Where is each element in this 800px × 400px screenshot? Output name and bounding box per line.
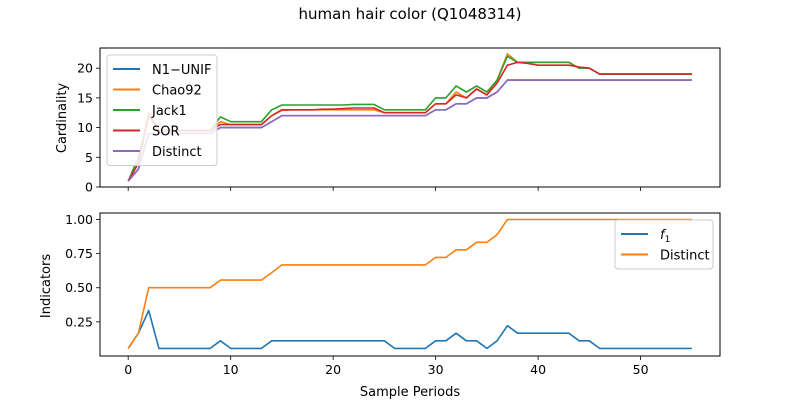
- y-tick-label: 0: [85, 180, 93, 195]
- legend-frame: [106, 54, 218, 166]
- cardinality-lines: [127, 53, 692, 182]
- y-tick-label: 20: [77, 61, 93, 76]
- legend-frame: [614, 219, 714, 270]
- legend-label: Chao92: [152, 84, 202, 99]
- y-tick-label: 5: [85, 150, 93, 165]
- cardinality-ticks: 0 5 10 15 20: [77, 61, 641, 195]
- y-tick-label: 15: [77, 90, 93, 105]
- x-tick-label: 40: [530, 362, 546, 377]
- cardinality-ylabel: Cardinality: [55, 83, 70, 154]
- cardinality-legend: N1−UNIF Chao92 Jack1 SOR Distinct: [106, 54, 218, 166]
- legend-label: Distinct: [660, 249, 710, 264]
- legend-label: f1: [660, 228, 670, 245]
- y-tick-label: 1.00: [65, 212, 93, 227]
- series-line-3: [127, 61, 692, 182]
- cardinality-subplot: 0 5 10 15 20 Cardinality N1−UNIF Chao92 Jack1 S…: [55, 47, 721, 195]
- legend-label-f: f: [660, 228, 667, 243]
- y-tick-label: 10: [77, 120, 93, 135]
- y-tick-label: 0.50: [65, 280, 93, 295]
- legend-label-subscript: 1: [665, 235, 671, 245]
- x-tick-label: 30: [428, 362, 444, 377]
- indicators-ylabel: Indicators: [39, 254, 54, 318]
- x-tick-label: 20: [325, 362, 341, 377]
- legend-label: Jack1: [151, 104, 187, 119]
- series-line-4: [127, 79, 692, 182]
- x-tick-label: 0: [124, 362, 132, 377]
- legend-label: N1−UNIF: [152, 63, 211, 78]
- y-tick-label: 0.25: [65, 314, 93, 329]
- x-tick-label: 10: [223, 362, 239, 377]
- indicators-ticks: 0 10 20 30 40 50 0.25 0.50 0.75 1.00: [65, 212, 648, 377]
- x-tick-label: 50: [633, 362, 649, 377]
- legend-label: SOR: [152, 125, 180, 140]
- indicators-lines: [127, 218, 692, 350]
- figure-title: human hair color (Q1048314): [299, 5, 522, 23]
- y-tick-label: 0.75: [65, 246, 93, 261]
- series-line-1: [127, 218, 692, 349]
- indicators-xlabel: Sample Periods: [360, 385, 460, 400]
- indicators-legend: f1 Distinct: [614, 219, 714, 270]
- legend-label: Distinct: [152, 145, 202, 160]
- series-line-0: [127, 309, 692, 350]
- indicators-subplot: 0 10 20 30 40 50 0.25 0.50 0.75 1.00 Indicators S…: [39, 212, 721, 400]
